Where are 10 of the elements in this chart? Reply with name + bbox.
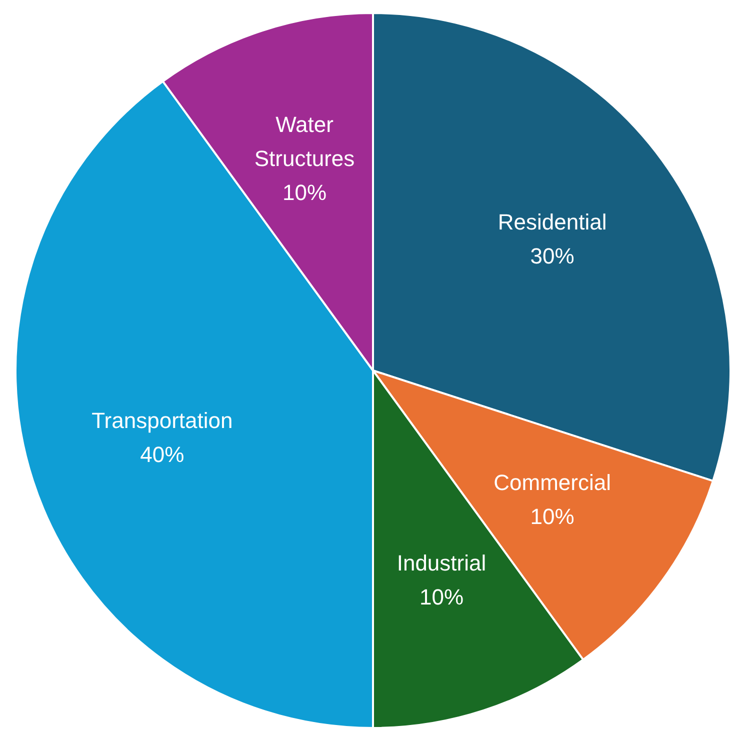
data-label: 10% — [419, 584, 464, 610]
slice-label: Water Structures — [254, 112, 355, 171]
data-label: 10% — [530, 504, 574, 529]
data-label: 10% — [282, 180, 327, 205]
slice-label: Commercial — [494, 470, 611, 495]
slice-label: Industrial — [396, 550, 486, 576]
slice-label: Residential — [498, 209, 607, 234]
data-label: 30% — [530, 243, 574, 268]
slice-label: Transportation — [92, 408, 233, 434]
data-label: 40% — [140, 442, 184, 468]
